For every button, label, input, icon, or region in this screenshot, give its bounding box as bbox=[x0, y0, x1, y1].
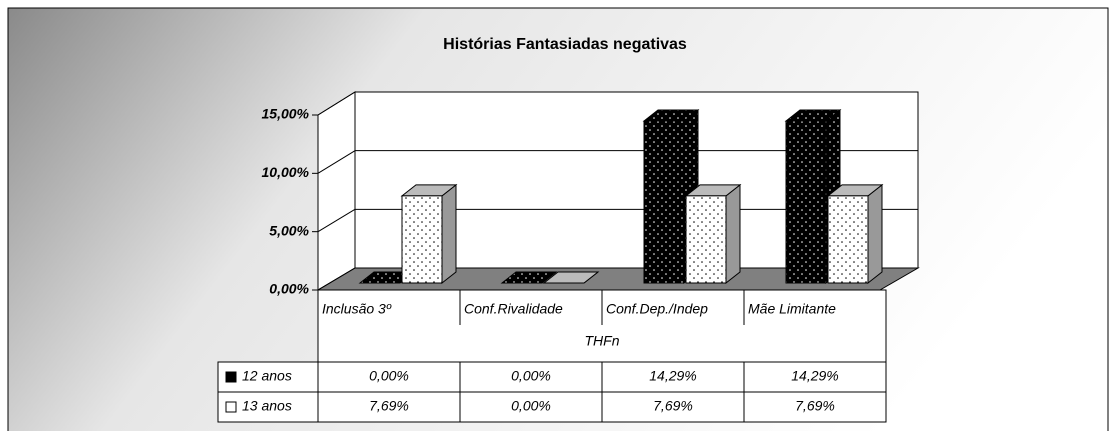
bar bbox=[401, 195, 443, 284]
table-value: 7,69% bbox=[795, 398, 835, 414]
table-value: 7,69% bbox=[369, 398, 409, 414]
grid-line bbox=[317, 91, 356, 116]
legend-label: 12 anos bbox=[242, 368, 292, 384]
bar-top bbox=[542, 271, 600, 284]
table-value: 14,29% bbox=[649, 368, 696, 384]
bar bbox=[827, 195, 869, 284]
bar bbox=[685, 195, 727, 284]
bar-side bbox=[441, 183, 457, 285]
y-tick-label: 10,00% bbox=[262, 164, 310, 180]
chart-title: Histórias Fantasiadas negativas bbox=[443, 36, 687, 53]
table-value: 0,00% bbox=[369, 368, 409, 384]
y-tick-label: 15,00% bbox=[262, 106, 310, 122]
category-label: Mãe Limitante bbox=[748, 301, 836, 317]
category-label: Inclusão 3º bbox=[322, 301, 392, 317]
grid-line bbox=[317, 208, 356, 233]
bar bbox=[785, 120, 827, 284]
x-axis-label: THFn bbox=[585, 333, 620, 349]
grid-line bbox=[317, 150, 356, 174]
legend-label: 13 anos bbox=[242, 398, 292, 414]
table-value: 14,29% bbox=[791, 368, 838, 384]
legend-key bbox=[225, 371, 237, 383]
data-table bbox=[217, 289, 887, 423]
y-tick-label: 5,00% bbox=[269, 222, 309, 238]
category-label: Conf.Rivalidade bbox=[464, 301, 563, 317]
legend-key bbox=[225, 401, 237, 413]
grid-line bbox=[317, 267, 356, 291]
side-wall bbox=[317, 91, 356, 291]
table-value: 7,69% bbox=[653, 398, 693, 414]
bar bbox=[643, 120, 685, 284]
bar-side bbox=[725, 183, 741, 285]
table-value: 0,00% bbox=[511, 398, 551, 414]
table-value: 0,00% bbox=[511, 368, 551, 384]
bar-top bbox=[500, 271, 558, 284]
bar-side bbox=[867, 183, 883, 285]
category-label: Conf.Dep./Indep bbox=[606, 301, 708, 317]
y-tick-label: 0,00% bbox=[269, 281, 309, 297]
